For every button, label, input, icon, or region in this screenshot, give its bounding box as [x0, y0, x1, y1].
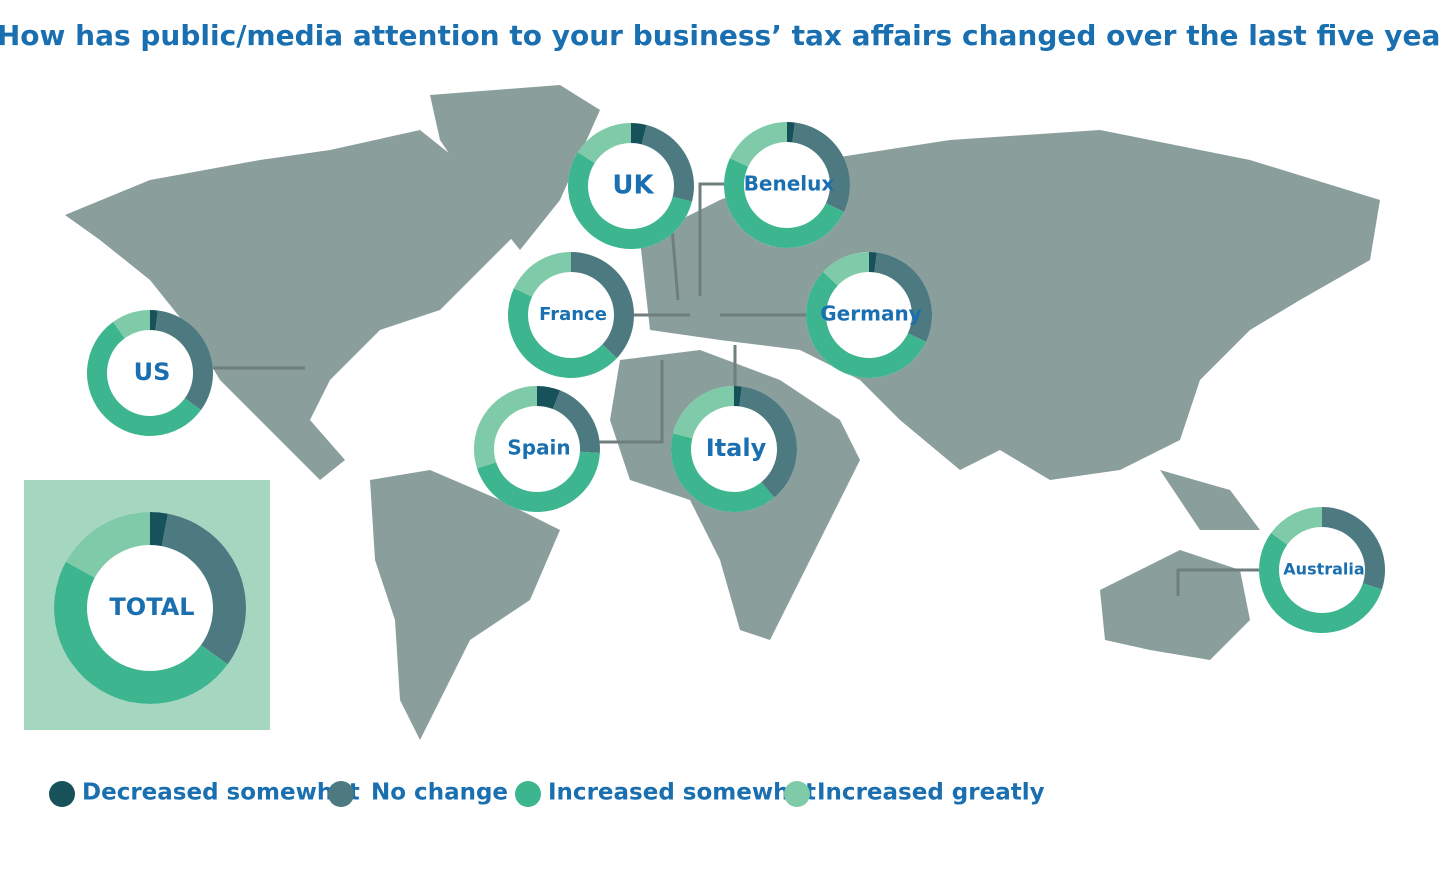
donut-segment [477, 451, 600, 512]
donut-segment [65, 512, 150, 578]
donut-segment [552, 390, 600, 453]
donut-segment [631, 123, 647, 145]
legend-swatch [328, 781, 354, 807]
donut-segment [641, 124, 694, 202]
donut-segment [1259, 532, 1382, 634]
donut-label: Australia [1283, 560, 1364, 579]
donut-label: TOTAL [109, 593, 194, 621]
donut-segment [568, 152, 693, 249]
donut-segment [508, 288, 617, 378]
legend-text: Decreased somewhat [82, 780, 360, 806]
donut-segment [53, 561, 228, 705]
legend-swatch [49, 781, 75, 807]
donut-segment [150, 512, 168, 547]
legend-text: Increased greatly [817, 780, 1045, 806]
donut-segment [577, 123, 631, 163]
donut-label: UK [612, 171, 654, 201]
legend-text: No change [371, 780, 508, 806]
chart-title: How has public/media attention to your b… [0, 19, 1440, 52]
donut-label: France [539, 304, 607, 325]
donut-segment [670, 433, 775, 513]
legend-swatch [515, 781, 541, 807]
legend-swatch [784, 781, 810, 807]
donut-label: Germany [820, 302, 921, 326]
donut-segment [823, 252, 869, 286]
donut-segment [739, 386, 798, 498]
donut-segment [87, 322, 201, 436]
donut-segment [1322, 507, 1385, 590]
donut-segment [513, 252, 571, 297]
donut-segment [724, 158, 845, 248]
donut-segment [537, 386, 561, 410]
donut-segment [155, 310, 213, 411]
donut-segment [874, 252, 932, 342]
donut-segment [1271, 507, 1322, 545]
connectors [210, 182, 1260, 596]
donut-segment [792, 122, 850, 212]
donut-segment [571, 252, 634, 359]
donut-segment [806, 271, 927, 378]
donut-segment [672, 386, 734, 439]
legend-text: Increased somewhat [548, 780, 816, 806]
donut-segment [473, 386, 537, 469]
donut-segment [787, 122, 795, 143]
donut-label: US [134, 358, 171, 386]
donut-segment [869, 252, 877, 273]
donut-segment [734, 386, 742, 407]
donut-segment [112, 310, 150, 339]
donut-segment [150, 310, 158, 331]
donut-label: Spain [507, 436, 570, 460]
donut-label: Benelux [744, 172, 835, 196]
donut-label: Italy [706, 434, 767, 462]
donut-segment [161, 513, 246, 665]
donut-segment [729, 122, 787, 167]
